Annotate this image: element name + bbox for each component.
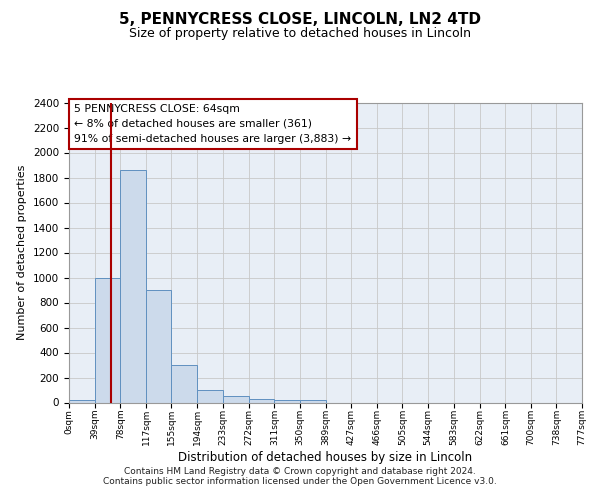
Bar [197,390,223,402]
Text: Size of property relative to detached houses in Lincoln: Size of property relative to detached ho… [129,28,471,40]
Bar [300,400,326,402]
Bar [223,396,248,402]
Bar [172,365,197,403]
Bar [248,399,274,402]
Bar [121,170,146,402]
Bar [274,400,300,402]
X-axis label: Distribution of detached houses by size in Lincoln: Distribution of detached houses by size … [178,450,473,464]
Text: 5 PENNYCRESS CLOSE: 64sqm
← 8% of detached houses are smaller (361)
91% of semi-: 5 PENNYCRESS CLOSE: 64sqm ← 8% of detach… [74,104,351,144]
Text: Contains HM Land Registry data © Crown copyright and database right 2024.: Contains HM Land Registry data © Crown c… [124,467,476,476]
Y-axis label: Number of detached properties: Number of detached properties [17,165,28,340]
Bar [146,290,172,403]
Text: Contains public sector information licensed under the Open Government Licence v3: Contains public sector information licen… [103,477,497,486]
Bar [69,400,95,402]
Bar [95,278,121,402]
Text: 5, PENNYCRESS CLOSE, LINCOLN, LN2 4TD: 5, PENNYCRESS CLOSE, LINCOLN, LN2 4TD [119,12,481,28]
